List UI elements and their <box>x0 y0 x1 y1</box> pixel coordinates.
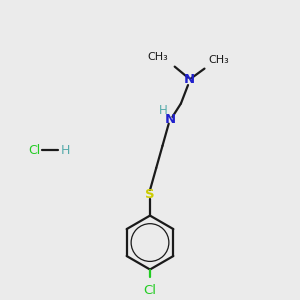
Text: S: S <box>145 188 155 201</box>
Text: N: N <box>184 74 195 86</box>
Text: H: H <box>159 104 167 117</box>
Text: Cl: Cl <box>28 144 40 157</box>
Text: N: N <box>165 112 176 126</box>
Text: H: H <box>61 144 70 157</box>
Text: Cl: Cl <box>143 284 157 297</box>
Text: CH₃: CH₃ <box>147 52 168 62</box>
Text: CH₃: CH₃ <box>209 55 230 65</box>
